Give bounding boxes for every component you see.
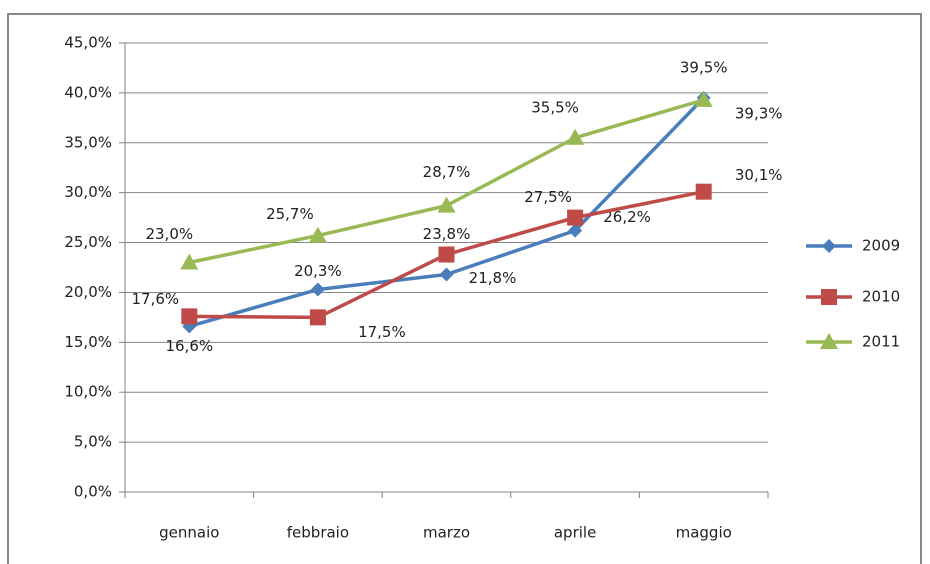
y-tick-label: 20,0%: [64, 283, 112, 301]
data-label: 30,1%: [735, 166, 783, 184]
point: [439, 267, 454, 282]
data-label: 21,8%: [469, 269, 517, 287]
data-label: 28,7%: [423, 163, 471, 181]
data-label: 25,7%: [266, 205, 314, 223]
point: [567, 209, 584, 226]
point: [437, 196, 456, 213]
y-tick-label: 35,0%: [64, 133, 112, 151]
y-tick-label: 0,0%: [74, 483, 112, 501]
x-tick-label: gennaio: [159, 524, 219, 542]
x-tick-label: maggio: [676, 524, 732, 542]
y-tick-label: 15,0%: [64, 333, 112, 351]
legend-marker: [822, 239, 836, 253]
data-label: 39,3%: [735, 104, 783, 122]
x-tick-label: marzo: [423, 524, 470, 542]
legend-marker: [820, 333, 838, 349]
legend-label: 2011: [862, 333, 900, 351]
y-tick-label: 30,0%: [64, 183, 112, 201]
data-label: 23,0%: [145, 225, 193, 243]
y-tick-label: 45,0%: [64, 34, 112, 52]
point: [180, 253, 199, 270]
point: [181, 308, 198, 325]
data-label: 35,5%: [531, 98, 579, 116]
data-label: 23,8%: [423, 225, 471, 243]
data-label: 17,6%: [131, 290, 179, 308]
x-tick-label: febbraio: [287, 524, 349, 542]
point: [438, 246, 455, 263]
y-tick-label: 25,0%: [64, 233, 112, 251]
point: [568, 223, 583, 238]
point: [695, 183, 712, 200]
chart-frame: [7, 13, 922, 564]
point: [566, 128, 585, 145]
legend-label: 2010: [862, 288, 900, 306]
y-tick-label: 10,0%: [64, 383, 112, 401]
legend-marker: [821, 289, 837, 305]
data-label: 39,5%: [680, 58, 728, 76]
point: [310, 282, 325, 297]
data-label: 27,5%: [524, 188, 572, 206]
point: [308, 226, 327, 243]
legend-label: 2009: [862, 237, 900, 255]
data-label: 17,5%: [358, 323, 406, 341]
x-tick-label: aprile: [554, 524, 596, 542]
y-tick-label: 40,0%: [64, 83, 112, 101]
point: [694, 90, 713, 107]
y-tick-label: 5,0%: [74, 433, 112, 451]
data-label: 26,2%: [603, 208, 651, 226]
data-label: 16,6%: [165, 337, 213, 355]
point: [309, 309, 326, 326]
data-label: 20,3%: [294, 262, 342, 280]
